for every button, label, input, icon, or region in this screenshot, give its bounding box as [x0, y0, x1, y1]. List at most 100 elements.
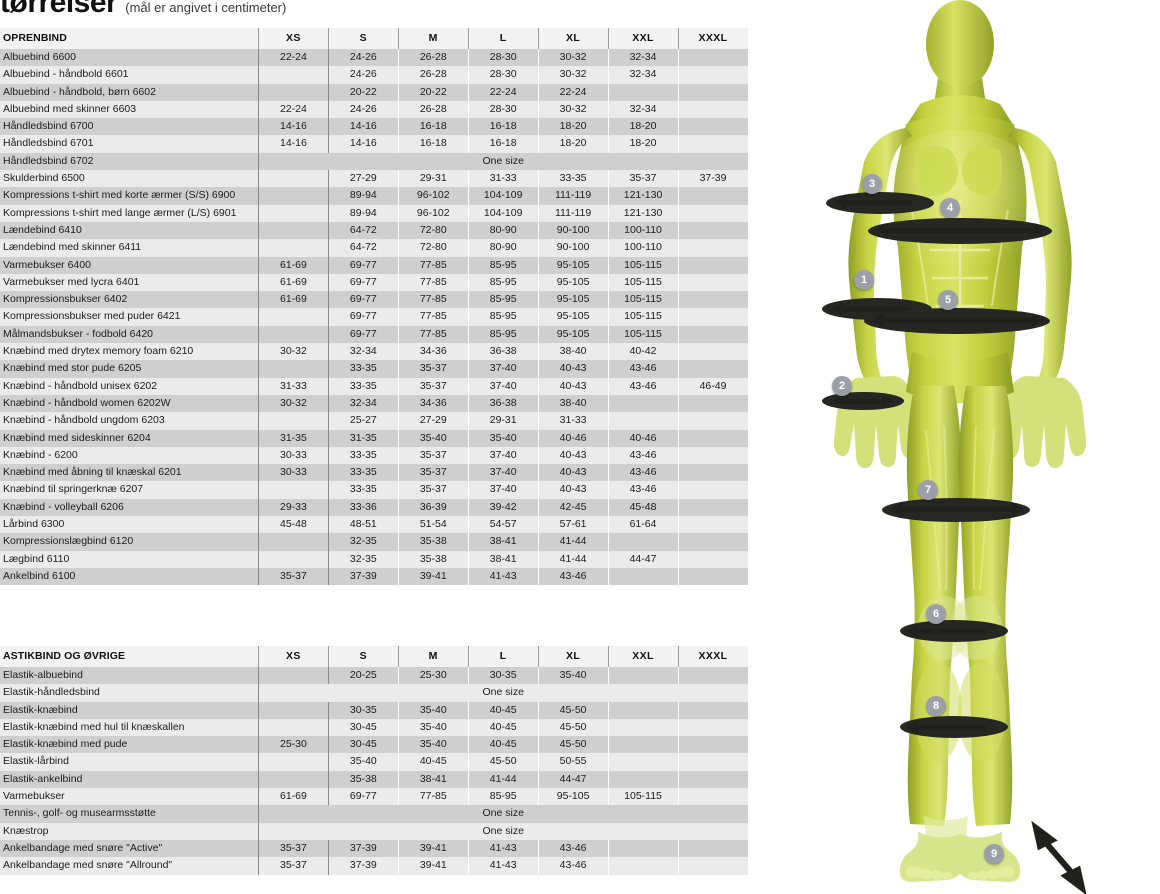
- size-table-elastikbind: ASTIKBIND OG ØVRIGE XS S M L XL XXL XXXL…: [0, 646, 748, 875]
- row-value-xxl: 18-20: [608, 118, 678, 136]
- row-value-m: 35-38: [398, 533, 469, 551]
- measure-arrowhead-2: [882, 394, 894, 408]
- row-value-m: 51-54: [398, 516, 469, 534]
- row-value-xs: 29-33: [258, 498, 329, 517]
- row-product-name: Varmebukser 6400: [0, 256, 259, 274]
- col-header-xs: XS: [258, 28, 329, 49]
- row-value-m: 39-41: [398, 567, 469, 586]
- row-value-l: 28-30: [468, 49, 539, 67]
- col-header-xxxl: XXXL: [677, 28, 748, 49]
- row-value-xxl: 105-115: [608, 308, 678, 326]
- row-value-s: 14-16: [328, 135, 399, 153]
- row-value-s: 37-39: [328, 839, 399, 858]
- row-value-xxl: [608, 83, 678, 101]
- row-value-m: 35-40: [398, 718, 469, 737]
- row-value-xxxl: [677, 567, 748, 586]
- callout-5[interactable]: 5: [938, 290, 958, 310]
- row-value-xl: 43-46: [538, 567, 609, 586]
- table-a-header: OPRENBIND XS S M L XL XXL XXXL: [0, 28, 748, 49]
- page-title-subtitle: (mål er angivet i centimeter): [125, 0, 287, 15]
- row-value-s: 32-35: [328, 533, 399, 551]
- row-value-m: 26-28: [398, 100, 469, 119]
- row-value-xl: 44-47: [538, 770, 609, 789]
- callout-2[interactable]: 2: [832, 376, 852, 396]
- row-product-name: Ankelbind 6100: [0, 567, 259, 586]
- measure-arrow-3: [844, 200, 912, 205]
- row-value-xl: 30-32: [538, 49, 609, 67]
- row-value-xxl: 32-34: [608, 100, 678, 119]
- row-product-name: Håndledsbind 6701: [0, 135, 259, 153]
- col-header-m: M: [398, 28, 469, 49]
- row-value-xxl: 43-46: [608, 446, 678, 465]
- row-value-xxl: [608, 736, 678, 754]
- row-value-xxl: 105-115: [608, 273, 678, 292]
- row-value-xxxl: [677, 550, 748, 568]
- row-value-xxl: 61-64: [608, 516, 678, 534]
- callout-7[interactable]: 7: [918, 480, 938, 500]
- row-value-l: 36-38: [468, 394, 539, 413]
- row-value-xxl: 105-115: [608, 325, 678, 344]
- row-value-xxxl: [677, 412, 748, 430]
- row-value-xxxl: [677, 187, 748, 205]
- row-value-xxxl: [677, 256, 748, 274]
- callout-8[interactable]: 8: [926, 696, 946, 716]
- row-value-m: 36-39: [398, 498, 469, 517]
- measure-arrow-8: [916, 725, 986, 730]
- row-value-s: 64-72: [328, 221, 399, 240]
- table-row: Knæbind - håndbold ungdom 6203 25-27 27-29…: [0, 412, 748, 430]
- row-value-xs: [258, 718, 329, 737]
- row-product-name: Tennis-, golf- og musearmsstøtte: [0, 805, 259, 823]
- row-product-name: Knæbind med åbning til knæskal 6201: [0, 464, 259, 482]
- table-row: Knæstrop One size: [0, 822, 748, 840]
- row-value-l: 104-109: [468, 187, 539, 205]
- row-value-xl: 33-35: [538, 170, 609, 188]
- row-value-s: 33-36: [328, 498, 399, 517]
- row-value-m: 25-30: [398, 667, 469, 685]
- row-value-xs: [258, 204, 329, 222]
- callout-9[interactable]: 9: [984, 844, 1004, 864]
- table-row: Ankelbind 6100 35-37 37-39 39-41 41-43 43-46: [0, 567, 748, 586]
- table-row: Kompressionsbukser med puder 6421 69-77 77…: [0, 308, 748, 326]
- row-product-name: Knæbind - håndbold ungdom 6203: [0, 412, 259, 430]
- row-value-xxl: 43-46: [608, 464, 678, 482]
- row-value-l: 80-90: [468, 239, 539, 257]
- callout-4[interactable]: 4: [940, 198, 960, 218]
- row-value-xxxl: [677, 83, 748, 101]
- row-value-xl: 38-40: [538, 394, 609, 413]
- row-one-size-value: One size: [258, 805, 748, 823]
- row-product-name: Lændebind 6410: [0, 221, 259, 240]
- table-row: Elastik-knæbind 30-35 35-40 40-45 45-50: [0, 701, 748, 719]
- table-b-body: Elastik-albuebind 20-25 25-30 30-35 35-40 Ela…: [0, 667, 748, 875]
- row-product-name: Elastik-ankelbind: [0, 770, 259, 789]
- row-value-s: 30-45: [328, 736, 399, 754]
- callout-3[interactable]: 3: [862, 174, 882, 194]
- row-value-l: 41-44: [468, 770, 539, 789]
- row-value-l: 37-40: [468, 360, 539, 378]
- row-value-xs: [258, 66, 329, 84]
- row-value-m: 35-37: [398, 481, 469, 499]
- row-value-s: 89-94: [328, 187, 399, 205]
- row-value-xxxl: 46-49: [677, 377, 748, 395]
- row-value-xs: 35-37: [258, 567, 329, 586]
- callout-6[interactable]: 6: [926, 604, 946, 624]
- row-value-s: 69-77: [328, 788, 399, 806]
- callout-1[interactable]: 1: [854, 270, 874, 290]
- row-value-l: 37-40: [468, 481, 539, 499]
- table-row: Knæbind med åbning til knæskal 6201 30-33…: [0, 464, 748, 482]
- row-value-xxxl: [677, 857, 748, 875]
- row-value-xxxl: [677, 308, 748, 326]
- row-value-m: 35-37: [398, 464, 469, 482]
- row-product-name: Kompressions t-shirt med lange ærmer (L/…: [0, 204, 259, 222]
- row-value-xxxl: [677, 770, 748, 789]
- row-product-name: Lægbind 6110: [0, 550, 259, 568]
- row-value-l: 28-30: [468, 100, 539, 119]
- row-value-l: 85-95: [468, 308, 539, 326]
- row-value-l: 80-90: [468, 221, 539, 240]
- row-value-s: 32-35: [328, 550, 399, 568]
- table-row: Albuebind med skinner 6603 22-24 24-26 26-2…: [0, 100, 748, 119]
- row-one-size-value: One size: [258, 822, 748, 840]
- row-value-xl: 95-105: [538, 788, 609, 806]
- measure-arrow-1: [840, 307, 910, 312]
- row-product-name: Knæbind - 6200: [0, 446, 259, 465]
- table-row: Målmandsbukser - fodbold 6420 69-77 77-85 8…: [0, 325, 748, 344]
